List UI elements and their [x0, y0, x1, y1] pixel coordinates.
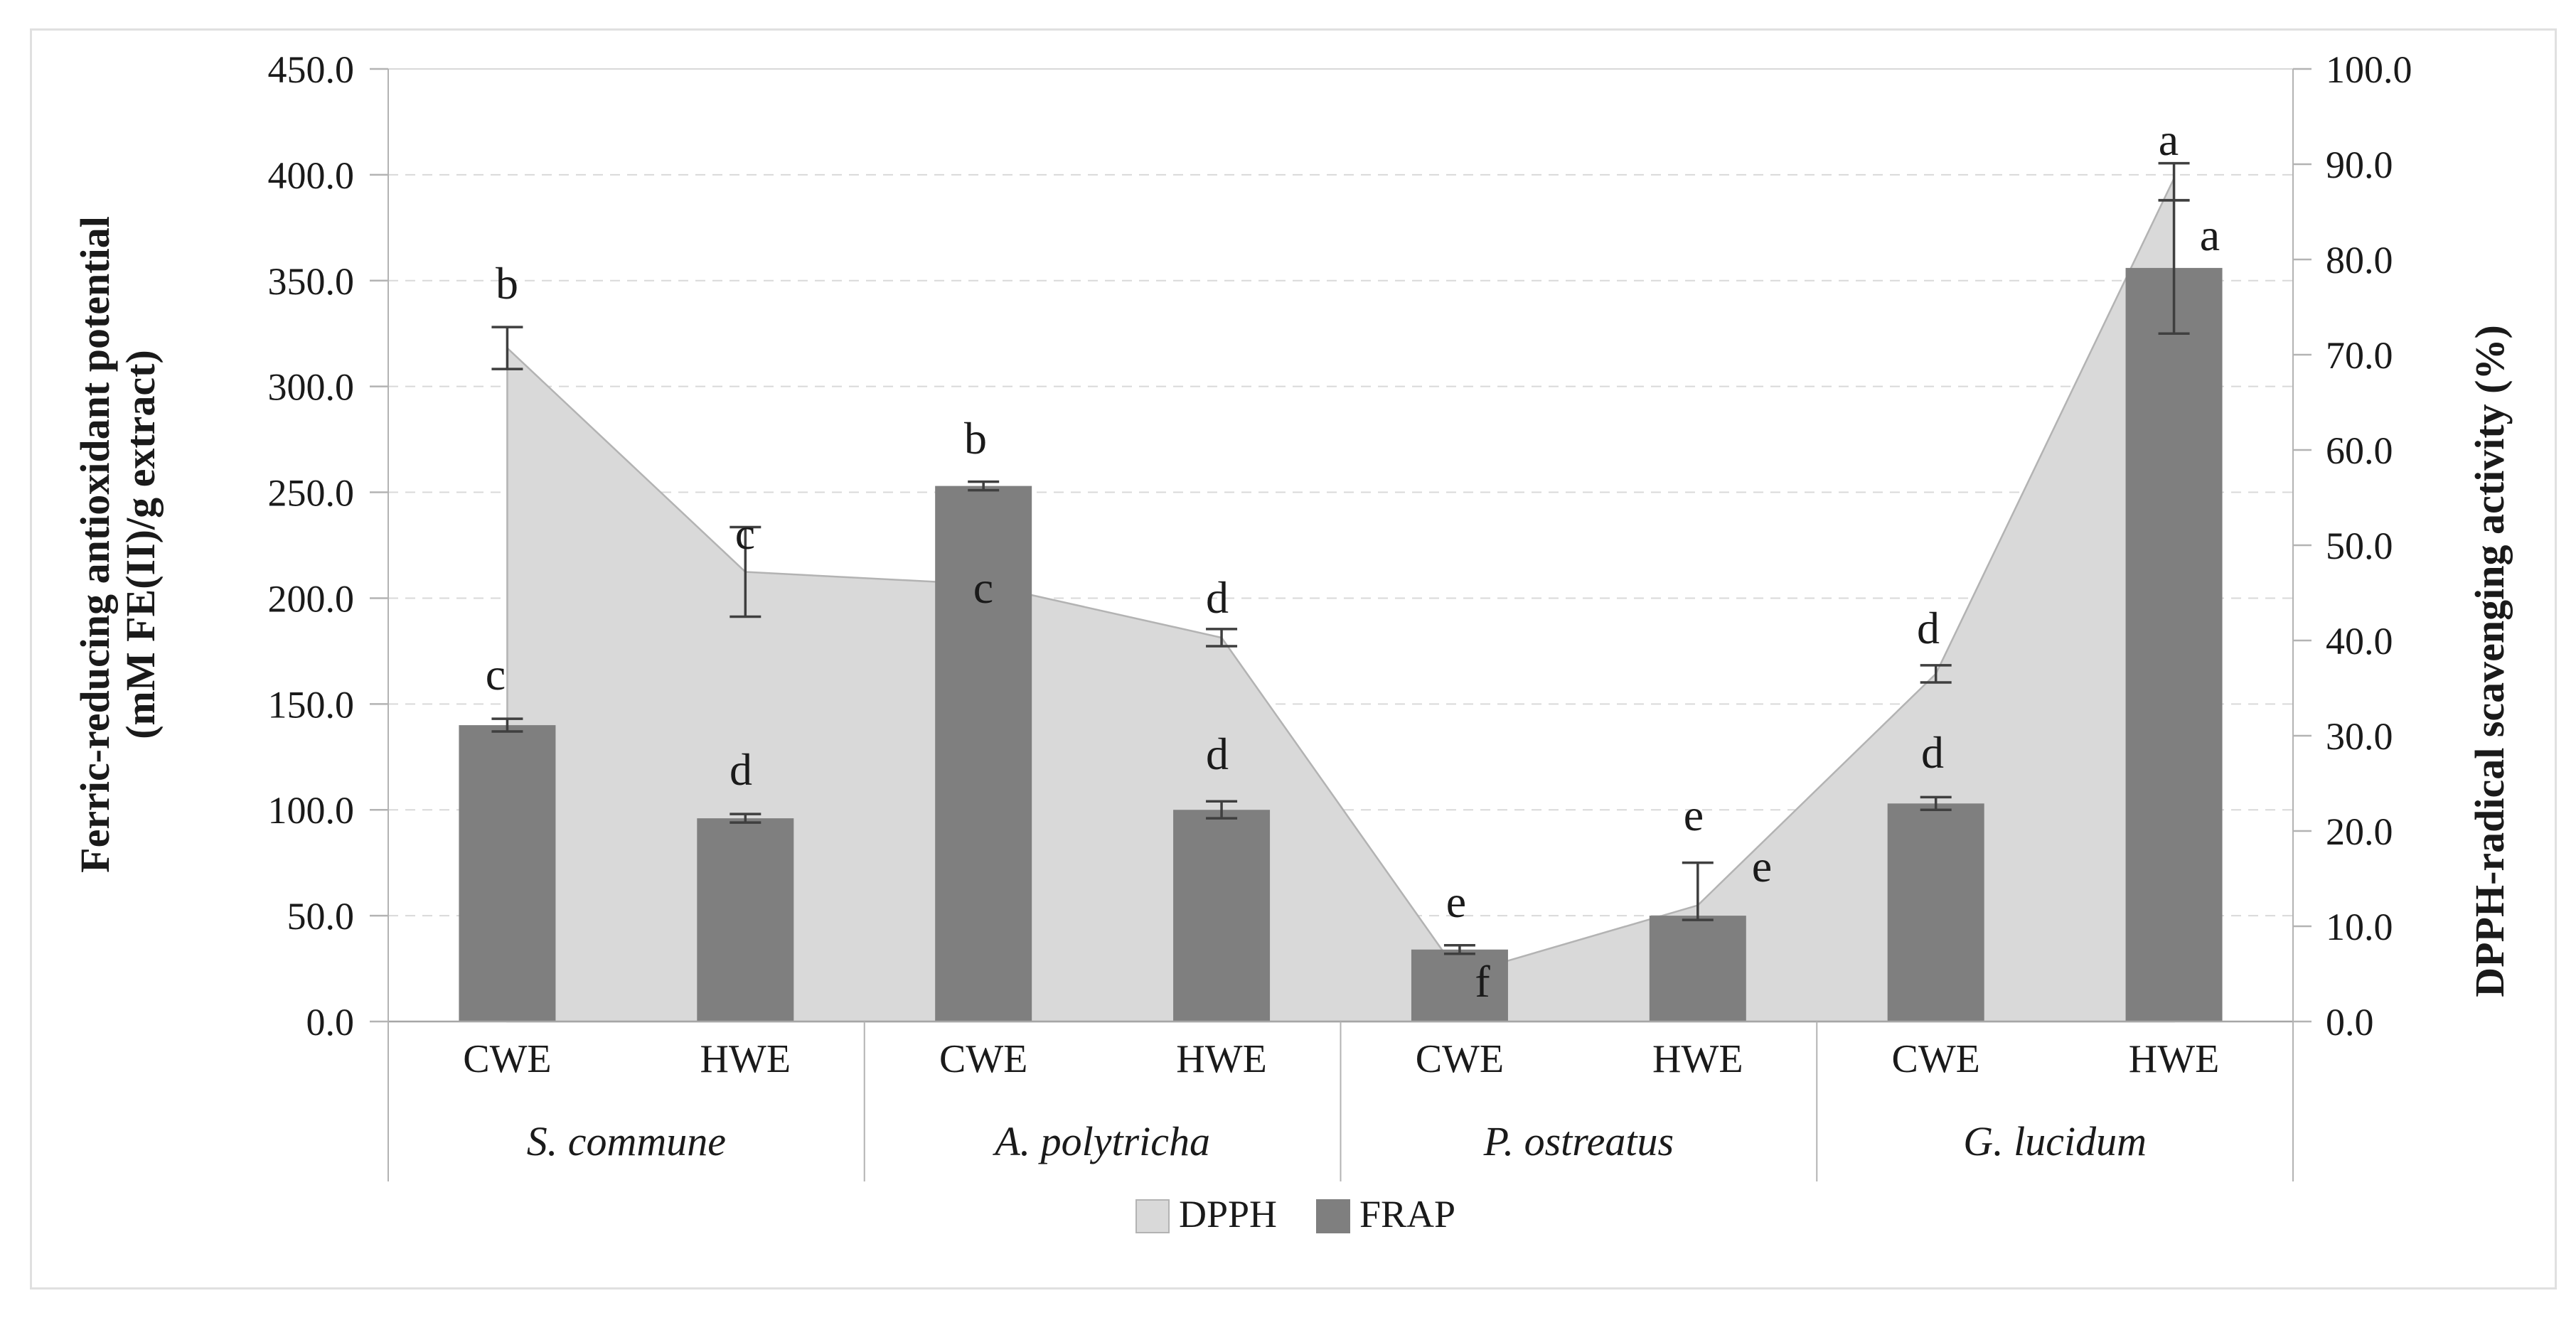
category-label: CWE — [939, 1037, 1027, 1081]
right-axis-tick-label: 90.0 — [2326, 144, 2393, 186]
category-label: CWE — [463, 1037, 551, 1081]
species-label: G. lucidum — [1963, 1118, 2147, 1164]
frap-letter-label: d — [1206, 729, 1229, 779]
frap-letter-label: d — [729, 744, 752, 795]
left-axis-tick-label: 150.0 — [268, 683, 355, 726]
dpph-letter-label: d — [1206, 572, 1229, 623]
category-label: HWE — [2129, 1037, 2220, 1081]
category-label: HWE — [1652, 1037, 1743, 1081]
frap-bar — [697, 818, 794, 1022]
frap-bar — [1173, 810, 1271, 1022]
frap-bar — [2125, 267, 2223, 1022]
right-axis-tick-label: 80.0 — [2326, 239, 2393, 282]
right-axis-tick-label: 20.0 — [2326, 810, 2393, 853]
right-axis-tick-label: 60.0 — [2326, 429, 2393, 472]
dpph-letter-label: c — [973, 562, 993, 613]
right-axis-tick-label: 30.0 — [2326, 715, 2393, 758]
left-axis-tick-label: 300.0 — [268, 366, 355, 409]
left-axis-tick-label: 450.0 — [268, 48, 355, 91]
dpph-letter-label: c — [735, 508, 755, 559]
legend-label-frap: FRAP — [1359, 1193, 1455, 1235]
frap-bar — [1411, 949, 1508, 1022]
frap-bar — [935, 486, 1032, 1022]
dpph-letter-label: a — [2159, 114, 2179, 165]
frap-bar — [459, 725, 556, 1022]
frap-letter-label: a — [2200, 210, 2220, 260]
dpph-letter-label: f — [1475, 956, 1490, 1007]
legend-swatch-frap — [1316, 1199, 1350, 1233]
right-axis-tick-label: 0.0 — [2326, 1001, 2374, 1044]
left-axis-tick-label: 350.0 — [268, 260, 355, 303]
category-label: HWE — [700, 1037, 791, 1081]
left-axis-tick-label: 100.0 — [268, 789, 355, 832]
legend-label-dpph: DPPH — [1179, 1193, 1277, 1235]
right-axis-tick-label: 70.0 — [2326, 334, 2393, 377]
right-axis-tick-label: 50.0 — [2326, 525, 2393, 567]
frap-letter-label: e — [1446, 876, 1466, 927]
species-label: A. polytricha — [992, 1118, 1210, 1164]
left-axis-tick-label: 200.0 — [268, 577, 355, 620]
left-axis-tick-label: 250.0 — [268, 472, 355, 515]
right-axis-tick-label: 100.0 — [2326, 48, 2412, 91]
dpph-letter-label: e — [1752, 841, 1772, 891]
right-axis-tick-label: 40.0 — [2326, 620, 2393, 663]
frap-letter-label: c — [486, 649, 506, 699]
right-axis-tick-label: 10.0 — [2326, 906, 2393, 948]
species-label: P. ostreatus — [1483, 1118, 1674, 1164]
left-axis-tick-label: 50.0 — [287, 895, 355, 938]
category-label: CWE — [1891, 1037, 1979, 1081]
category-label: CWE — [1416, 1037, 1504, 1081]
dpph-letter-label: b — [496, 258, 518, 309]
category-label: HWE — [1176, 1037, 1267, 1081]
dpph-letter-label: d — [1917, 603, 1940, 653]
frap-letter-label: e — [1684, 790, 1704, 840]
species-label: S. commune — [527, 1118, 726, 1164]
frap-bar — [1887, 803, 1984, 1022]
frap-letter-label: d — [1921, 727, 1944, 778]
left-axis-tick-label: 0.0 — [306, 1001, 355, 1044]
frap-letter-label: b — [964, 413, 987, 463]
frap-bar — [1649, 916, 1746, 1022]
left-axis-tick-label: 400.0 — [268, 154, 355, 197]
legend-swatch-dpph — [1135, 1199, 1170, 1233]
